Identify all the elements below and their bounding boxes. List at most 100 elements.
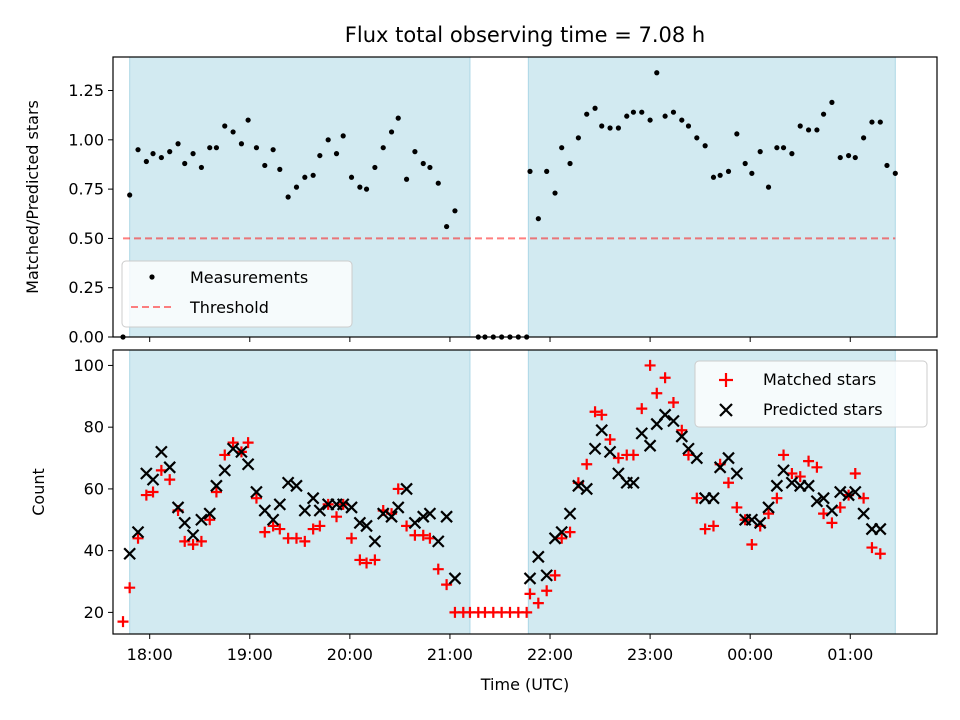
measurement-point — [372, 164, 378, 171]
measurement-point — [584, 111, 590, 117]
measurement-point — [333, 151, 340, 157]
predicted-star-point — [210, 479, 223, 493]
matched-star-point — [763, 508, 775, 520]
predicted-star-point — [643, 439, 657, 452]
legend-matched-marker — [719, 373, 733, 387]
predicted-star-point — [186, 528, 200, 542]
matched-star-point — [778, 449, 790, 461]
measurement-point — [412, 149, 418, 155]
measurement-point — [285, 194, 291, 200]
measurement-point — [742, 160, 748, 167]
predicted-star-point — [810, 494, 824, 508]
top-y-tick-label: 0.00 — [68, 328, 104, 347]
measurement-point — [624, 113, 630, 119]
bottom-x-axis: 18:00 19:00 20:00 21:00 22:00 23:00 00:00 01:00 — [127, 634, 873, 664]
measurement-point — [380, 145, 386, 151]
measurement-point — [310, 172, 316, 178]
predicted-star-point — [368, 535, 382, 548]
matched-star-point — [556, 532, 568, 544]
matched-star-point — [361, 557, 373, 569]
matched-star-point — [722, 477, 734, 489]
measurement-point — [444, 223, 450, 230]
matched-star-point — [314, 520, 326, 532]
matched-star-point — [682, 449, 694, 461]
matched-star-point — [786, 467, 798, 479]
measurement-point — [630, 109, 637, 115]
predicted-star-point — [722, 451, 735, 465]
predicted-star-point — [298, 504, 312, 517]
matched-star-point — [826, 517, 838, 529]
predicted-star-point — [123, 547, 136, 561]
measurement-point — [670, 109, 677, 115]
matched-star-point — [564, 526, 576, 538]
bottom-x-axis-label: Time (UTC) — [480, 675, 569, 694]
top-y-tick-label: 0.75 — [68, 180, 104, 199]
bottom-x-tick-label: 01:00 — [827, 645, 873, 664]
bottom-y-axis: 20 40 60 80 100 — [73, 356, 113, 622]
measurement-point — [607, 125, 613, 131]
top-panel: 0.00 0.25 0.50 0.75 1.00 1.25 Flux total obse… — [23, 23, 938, 347]
predicted-star-point — [448, 572, 462, 585]
matched-star-point — [707, 520, 719, 532]
matched-star-point — [259, 526, 271, 538]
predicted-star-point — [603, 445, 617, 459]
matched-star-point — [290, 532, 302, 544]
measurement-point — [238, 141, 245, 147]
top-y-tick-label: 1.25 — [68, 81, 104, 100]
predicted-star-point — [785, 476, 799, 490]
bottom-legend-box — [694, 360, 928, 428]
measurement-point — [253, 145, 260, 151]
bottom-x-tick-label: 18:00 — [127, 645, 173, 664]
predicted-star-point — [273, 498, 287, 511]
measurement-point — [789, 151, 795, 157]
predicted-star-point — [313, 504, 327, 517]
predicted-star-point — [163, 461, 176, 474]
measurement-point — [135, 147, 141, 153]
matched-star-point — [147, 486, 159, 498]
top-y-axis-label: Matched/Predicted stars — [23, 100, 42, 294]
measurement-point — [277, 166, 283, 172]
matched-star-point — [331, 511, 343, 523]
bottom-x-tick-label: 22:00 — [527, 645, 573, 664]
matched-star-point — [250, 492, 262, 504]
measurement-point — [150, 151, 156, 157]
top-y-tick-label: 0.50 — [68, 229, 104, 248]
measurement-point — [869, 119, 875, 125]
matched-star-point — [401, 520, 413, 532]
measurement-point — [685, 123, 692, 129]
predicted-star-point — [675, 430, 689, 443]
bottom-shaded-interval-0 — [129, 349, 471, 635]
predicted-star-point — [376, 507, 390, 520]
predicted-star-point — [266, 513, 280, 527]
measurement-point — [535, 216, 541, 222]
measurement-point — [317, 152, 323, 159]
bottom-x-tick-label: 23:00 — [627, 645, 673, 664]
matched-star-point — [636, 403, 648, 415]
measurement-point — [293, 184, 300, 190]
predicted-star-point — [563, 507, 577, 520]
matched-star-point — [596, 409, 608, 421]
predicted-star-point — [635, 427, 649, 440]
measurement-point — [702, 143, 708, 149]
matched-star-point — [849, 467, 861, 479]
predicted-star-point — [825, 504, 839, 517]
measurement-point — [757, 149, 763, 155]
measurement-point — [829, 99, 835, 105]
matched-star-point — [124, 582, 136, 594]
measurement-point — [182, 160, 188, 167]
legend-measurements-marker — [149, 274, 155, 280]
predicted-star-point — [336, 498, 350, 511]
predicted-star-point — [171, 501, 185, 514]
legend-predicted-marker — [719, 403, 733, 417]
matched-star-point — [155, 464, 167, 476]
matched-star-point — [132, 532, 144, 544]
predicted-star-point — [874, 522, 887, 536]
matched-star-point — [627, 449, 639, 461]
measurement-point — [805, 127, 812, 133]
measurement-point — [615, 125, 622, 131]
matched-star-point — [874, 548, 886, 560]
measurement-point — [127, 192, 133, 198]
matched-star-point — [731, 501, 743, 513]
predicted-star-point — [707, 491, 720, 505]
